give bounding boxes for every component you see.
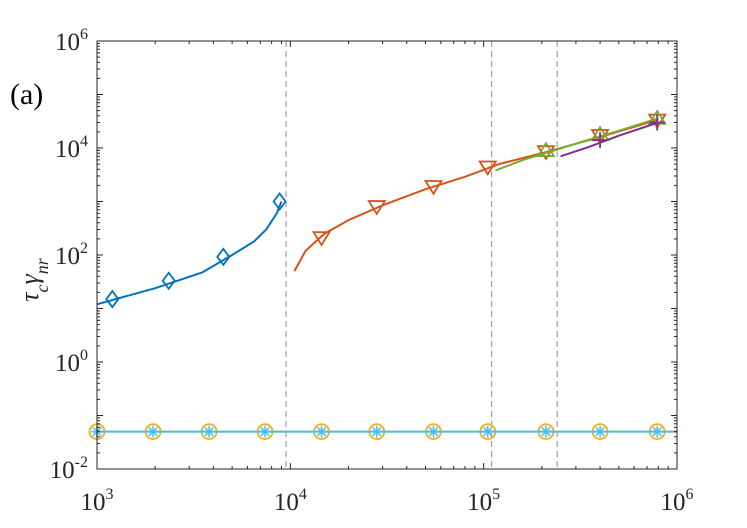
data-point xyxy=(478,160,498,176)
y-tick-label: 102 xyxy=(55,240,88,270)
y-axis-label: τcγnr xyxy=(15,257,52,302)
data-point xyxy=(427,425,440,438)
panel-label: (a) xyxy=(10,78,43,111)
data-point xyxy=(105,289,120,309)
series-line xyxy=(560,121,659,158)
x-tick-label: 104 xyxy=(274,486,307,516)
data-point xyxy=(259,425,272,438)
data-point xyxy=(594,425,607,438)
series-line xyxy=(495,117,659,172)
data-point xyxy=(590,129,610,145)
data-point xyxy=(147,425,160,438)
y-tick-label: 106 xyxy=(55,26,88,56)
x-tick-label: 106 xyxy=(661,486,694,516)
data-point xyxy=(649,114,666,131)
y-tick-label: 104 xyxy=(55,133,88,163)
data-point xyxy=(161,271,176,291)
data-point xyxy=(539,425,552,438)
data-point xyxy=(481,425,494,438)
series-diamond xyxy=(96,192,287,309)
data-point xyxy=(423,180,444,196)
data-point xyxy=(592,132,609,149)
series-plus xyxy=(560,114,666,158)
vertical-dashed-lines xyxy=(285,41,558,469)
data-point xyxy=(272,192,287,211)
x-tick-labels: 103 104 105 106 xyxy=(81,486,694,516)
data-point xyxy=(216,247,231,267)
data-point xyxy=(651,425,664,438)
series-group xyxy=(88,109,677,441)
data-point xyxy=(367,200,387,216)
axis-ticks xyxy=(96,40,678,470)
series-line xyxy=(96,201,283,306)
data-point xyxy=(311,231,332,247)
y-tick-label: 100 xyxy=(55,347,88,377)
plot-area xyxy=(97,41,677,469)
y-tick-label: 10-2 xyxy=(50,454,88,484)
y-tick-labels: 10-2 100 102 104 106 xyxy=(50,26,88,484)
data-point xyxy=(203,425,216,438)
data-point xyxy=(370,425,383,438)
x-tick-label: 103 xyxy=(81,486,114,516)
data-point xyxy=(536,141,556,157)
x-tick-label: 105 xyxy=(467,486,500,516)
data-point xyxy=(315,425,328,438)
